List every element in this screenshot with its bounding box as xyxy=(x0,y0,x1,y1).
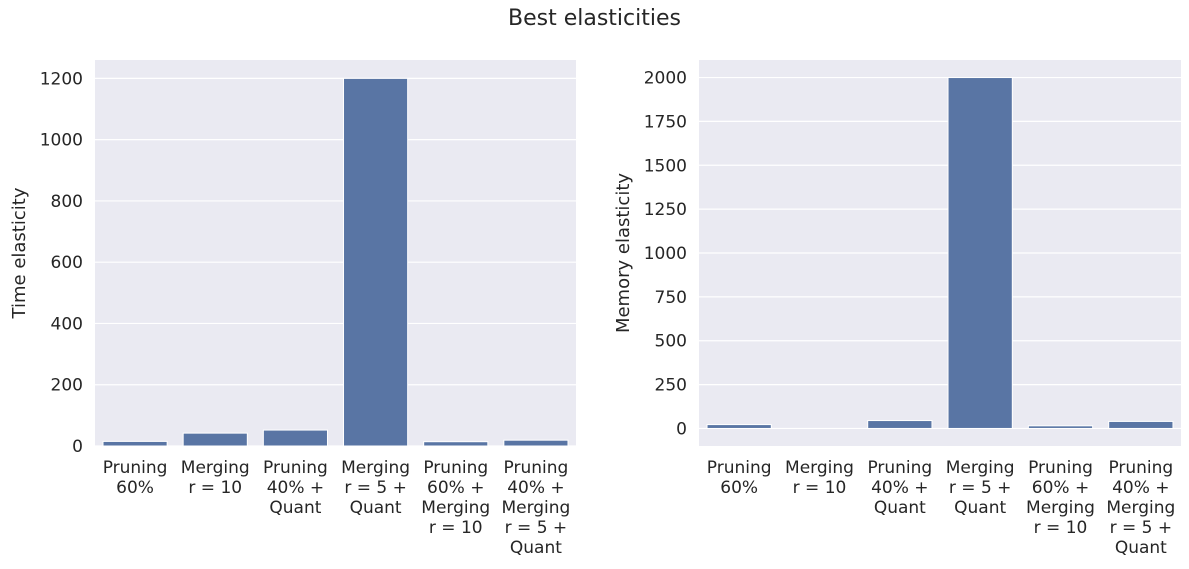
y-tick-label: 1250 xyxy=(644,200,687,220)
x-tick-label: Pruning 40% + Quant xyxy=(263,458,328,518)
bar xyxy=(102,440,168,447)
y-tick-label: 1200 xyxy=(40,69,83,89)
bar xyxy=(423,441,489,447)
x-tick-label: Merging r = 5 + Quant xyxy=(946,458,1015,518)
bar xyxy=(706,424,772,429)
x-tick-label: Pruning 40% + Merging r = 5 + Quant xyxy=(501,458,570,558)
y-tick-label: 1000 xyxy=(40,131,83,151)
y-axis-label: Memory elasticity xyxy=(613,173,634,333)
bar xyxy=(867,420,933,429)
bar xyxy=(182,432,248,447)
x-tick-label: Merging r = 5 + Quant xyxy=(341,458,410,518)
plot-background xyxy=(95,60,576,446)
page-title: Best elasticities xyxy=(508,6,681,31)
x-tick-label: Merging r = 10 xyxy=(181,458,250,498)
chart-panel-2: 0 250 500 750 1000 1250 1500 1750 2000 Pruning 60%… xyxy=(613,60,1181,558)
y-tick-label: 2000 xyxy=(644,69,687,89)
bar xyxy=(343,77,409,447)
x-tick-label: Pruning 60% + Merging r = 10 xyxy=(1026,458,1095,538)
x-tick-label: Pruning 60% xyxy=(707,458,772,498)
y-tick-label: 1750 xyxy=(644,112,687,132)
x-tick-label: Pruning 60% + Merging r = 10 xyxy=(421,458,490,538)
bar xyxy=(503,439,569,447)
y-tick-label: 250 xyxy=(655,376,687,396)
bar xyxy=(1108,420,1174,429)
x-tick-label: Pruning 60% xyxy=(103,458,168,498)
y-tick-label: 500 xyxy=(655,332,687,352)
bar xyxy=(1027,425,1094,429)
x-tick-label: Merging r = 10 xyxy=(785,458,854,498)
x-tick-label: Pruning 40% + Merging r = 5 + Quant xyxy=(1106,458,1175,558)
y-tick-label: 400 xyxy=(51,314,83,334)
y-tick-label: 1500 xyxy=(644,156,687,176)
y-tick-label: 200 xyxy=(51,376,83,396)
y-tick-label: 800 xyxy=(51,192,83,212)
y-tick-label: 0 xyxy=(72,437,83,457)
y-tick-label: 600 xyxy=(51,253,83,273)
y-axis-label: Time elasticity xyxy=(9,187,30,319)
y-tick-label: 1000 xyxy=(644,244,687,264)
x-tick-label: Pruning 40% + Quant xyxy=(867,458,932,518)
y-tick-label: 0 xyxy=(676,419,687,439)
bar xyxy=(262,429,328,447)
y-tick-label: 750 xyxy=(655,288,687,308)
chart-panel-1: 0 200 400 600 800 1000 1200 Pruning 60% Merging r … xyxy=(9,60,576,558)
bar xyxy=(947,77,1013,429)
